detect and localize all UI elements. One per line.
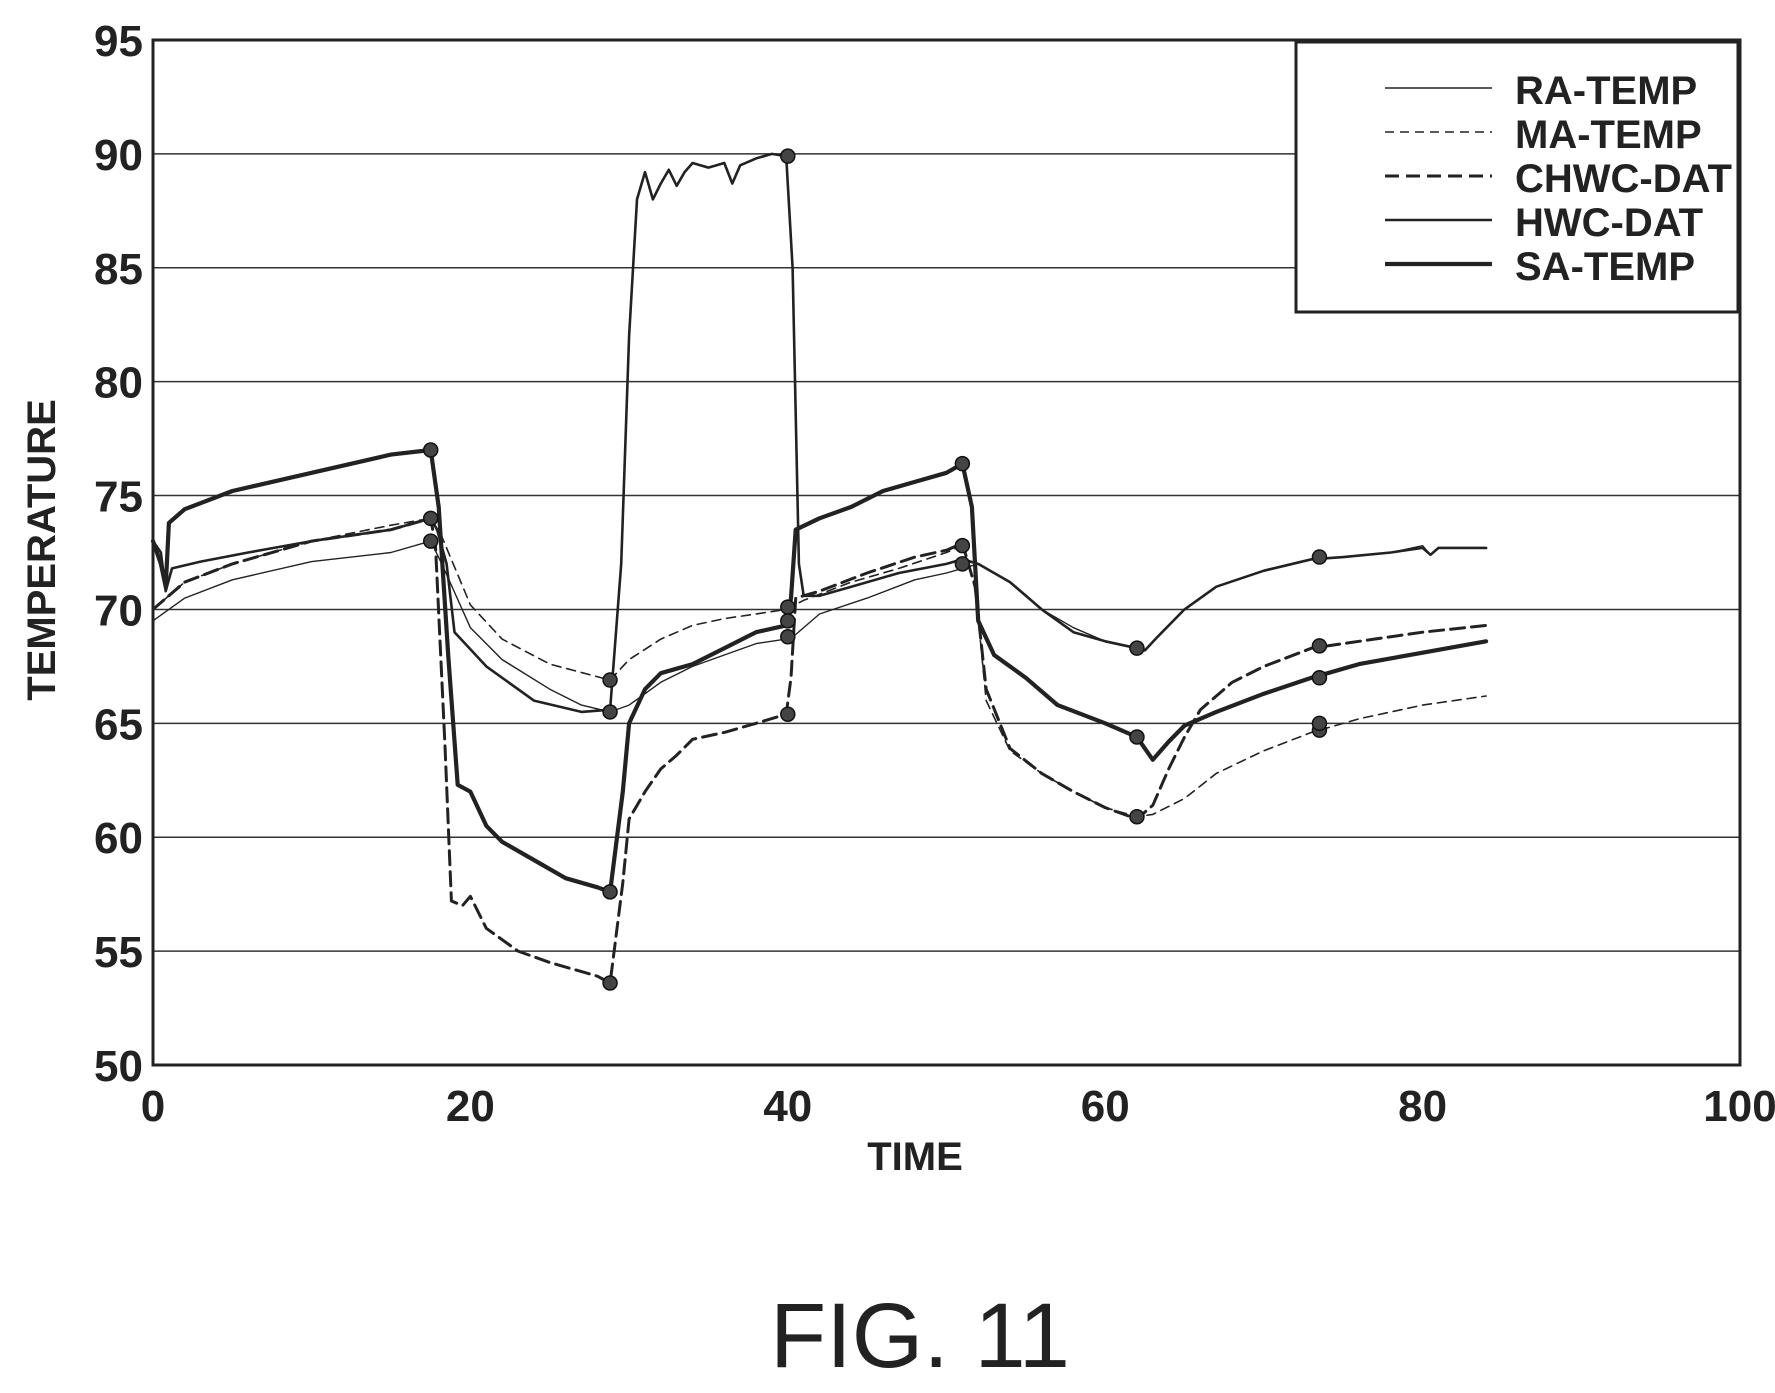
series-line-hwc-dat [151, 152, 1488, 714]
y-tick-label-70: 70 [94, 586, 143, 635]
data-marker-sa-temp-4 [780, 629, 796, 645]
data-marker-sa-temp-11 [1311, 670, 1328, 686]
tick-labels: 50 55 60 65 70 75 80 85 90 95 0 20 40 60 80 100 [94, 17, 1775, 1131]
legend-box [1294, 40, 1740, 314]
x-tick-label-40: 40 [763, 1082, 812, 1131]
x-tick-label-60: 60 [1081, 1082, 1130, 1131]
plot-frame [151, 38, 1742, 1067]
data-marker-sa-temp-1 [422, 510, 439, 527]
figure-caption: FIG. 11 [770, 1285, 1070, 1387]
data-marker-sa-temp-10 [1129, 808, 1145, 825]
data-marker-sa-temp-3 [602, 884, 618, 900]
x-tick-label-0: 0 [141, 1082, 165, 1131]
y-axis-label: TEMPERATURE [20, 399, 64, 700]
x-tick-label-100: 100 [1703, 1082, 1775, 1131]
y-tick-label-75: 75 [94, 473, 143, 522]
x-axis-label: TIME [867, 1135, 963, 1179]
series-line-ma-temp [152, 517, 1487, 818]
data-marker-sa-temp-8 [954, 556, 971, 572]
y-tick-label-60: 60 [94, 814, 143, 863]
data-marker-ra-temp-1 [1129, 640, 1145, 656]
y-tick-label-65: 65 [94, 700, 143, 749]
data-marker-sa-temp-9 [1129, 729, 1145, 745]
x-tick-label-80: 80 [1398, 1082, 1447, 1131]
series-line-sa-temp [150, 447, 1489, 894]
y-tick-label-80: 80 [94, 359, 143, 408]
data-marker-hwc-dat-0 [780, 148, 796, 164]
legend-label-sa-temp: SA-TEMP [1515, 245, 1695, 289]
data-marker-ma-temp-0 [780, 599, 796, 615]
data-marker-chwc-dat-0 [422, 533, 439, 549]
data-marker-sa-temp-12 [1311, 715, 1328, 732]
y-tick-label-90: 90 [94, 131, 143, 180]
y-tick-label-95: 95 [94, 17, 143, 66]
data-marker-sa-temp-5 [780, 613, 796, 629]
data-marker-sa-temp-7 [954, 537, 971, 554]
legend-label-ra-temp: RA-TEMP [1515, 69, 1697, 113]
data-marker-ra-temp-2 [1311, 549, 1328, 565]
data-marker-chwc-dat-2 [780, 706, 796, 722]
y-tick-label-55: 55 [94, 928, 143, 977]
legend-label-chwc-dat: CHWC-DAT [1515, 157, 1732, 201]
data-marker-chwc-dat-3 [1311, 638, 1328, 654]
legend-label-ma-temp: MA-TEMP [1515, 113, 1702, 157]
y-tick-label-50: 50 [94, 1042, 143, 1091]
data-marker-sa-temp-0 [422, 442, 439, 458]
y-tick-label-85: 85 [94, 245, 143, 294]
series-lines [150, 152, 1489, 985]
series-line-chwc-dat [151, 516, 1488, 985]
grid-lines [153, 153, 1740, 952]
x-tick-label-20: 20 [446, 1082, 495, 1131]
data-marker-chwc-dat-1 [602, 975, 618, 991]
legend-label-hwc-dat: HWC-DAT [1515, 201, 1703, 245]
data-marker-sa-temp-2 [602, 672, 618, 688]
data-markers [422, 148, 1328, 991]
data-marker-sa-temp-6 [954, 455, 971, 472]
data-marker-ra-temp-0 [602, 704, 618, 720]
